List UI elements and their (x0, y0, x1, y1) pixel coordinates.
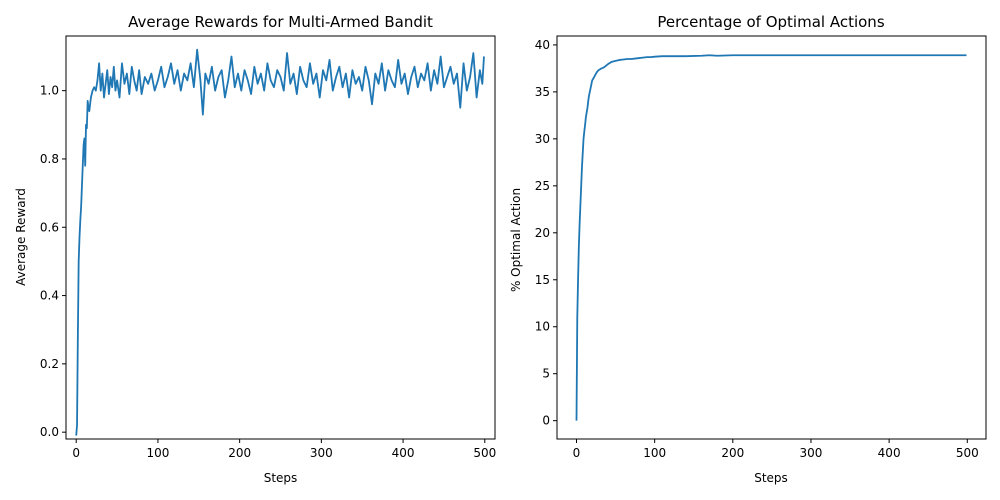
x-tick-label: 400 (878, 446, 901, 460)
y-tick-label: 0.8 (40, 152, 59, 166)
x-tick-label: 300 (310, 446, 333, 460)
tick-group: 0 100 200 300 400 500 0 5 10 15 20 25 30 35 40 (535, 38, 979, 460)
x-axis-label: Steps (264, 471, 298, 485)
y-tick-label: 25 (535, 179, 550, 193)
y-axis-label: % Optimal Action (509, 188, 523, 292)
y-tick-label: 0 (542, 414, 550, 428)
y-tick-label: 35 (535, 85, 550, 99)
subplot-average-rewards: Average Rewards for Multi-Armed Bandit A… (14, 13, 496, 485)
x-tick-label: 200 (228, 446, 251, 460)
x-tick-label: 0 (573, 446, 581, 460)
y-tick-label: 5 (542, 367, 550, 381)
y-tick-label: 15 (535, 273, 550, 287)
x-tick-label: 300 (800, 446, 823, 460)
y-tick-label: 40 (535, 38, 550, 52)
plot-area (75, 48, 485, 436)
y-tick-label: 1.0 (40, 84, 59, 98)
chart-title: Average Rewards for Multi-Armed Bandit (128, 13, 433, 31)
tick-group: 0 100 200 300 400 500 0.0 0.2 0.4 0.6 0.8 1.0 (40, 84, 496, 460)
y-tick-label: 0.4 (40, 289, 59, 303)
series-line (75, 48, 485, 436)
y-tick-label: 30 (535, 132, 550, 146)
y-tick-label: 0.2 (40, 357, 59, 371)
x-tick-label: 500 (473, 446, 496, 460)
subplot-optimal-actions: Percentage of Optimal Actions % Optimal … (509, 13, 987, 485)
x-tick-label: 0 (72, 446, 80, 460)
series-line (575, 54, 967, 421)
x-tick-label: 500 (956, 446, 979, 460)
y-tick-label: 20 (535, 226, 550, 240)
y-axis-label: Average Reward (14, 188, 28, 286)
axes-frame (65, 35, 496, 440)
y-tick-label: 0.6 (40, 220, 59, 234)
x-tick-label: 100 (146, 446, 169, 460)
x-tick-label: 100 (643, 446, 666, 460)
y-tick-label: 0.0 (40, 425, 59, 439)
x-axis-label: Steps (754, 471, 788, 485)
chart-title: Percentage of Optimal Actions (657, 13, 884, 31)
x-tick-label: 200 (721, 446, 744, 460)
x-tick-label: 400 (392, 446, 415, 460)
plot-area (575, 54, 967, 421)
y-tick-label: 10 (535, 320, 550, 334)
axes-frame (556, 35, 987, 440)
